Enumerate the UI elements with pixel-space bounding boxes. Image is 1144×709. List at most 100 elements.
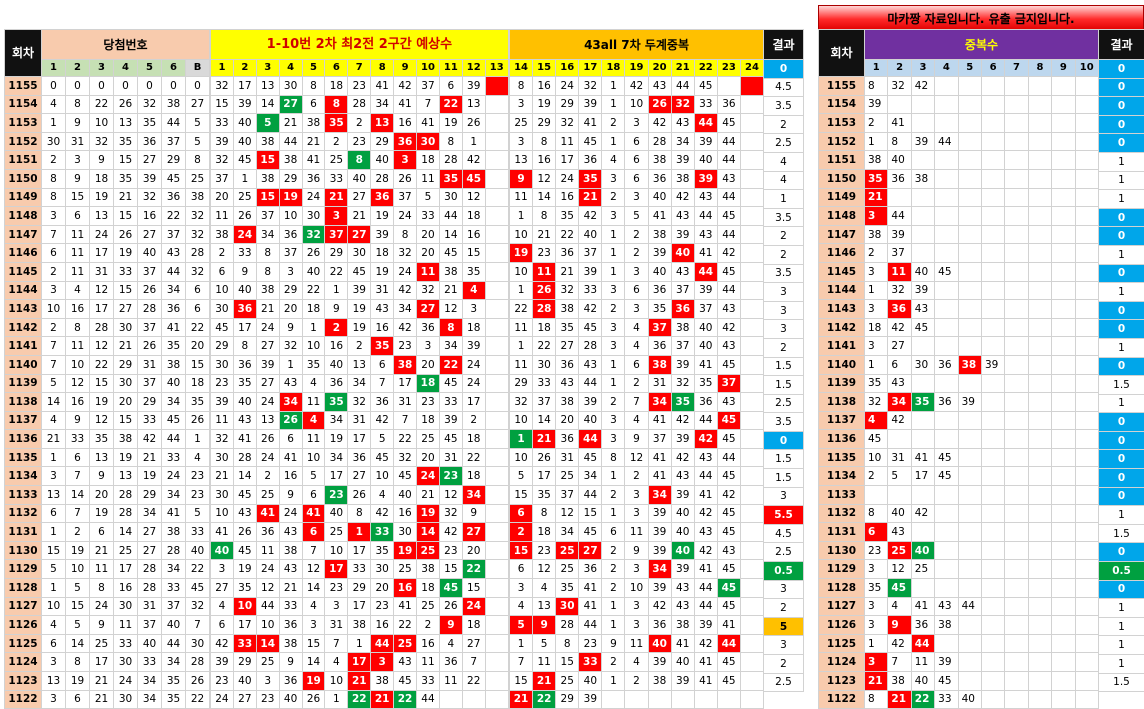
duplicate-number: 39 <box>694 281 717 300</box>
prediction-number: 24 <box>256 448 279 467</box>
overlap-number <box>1005 430 1028 449</box>
duplicate-number <box>740 541 763 560</box>
column-number-header: 4 <box>279 60 302 77</box>
overlap-number: 38 <box>911 169 934 188</box>
prediction-number: 33 <box>417 672 440 691</box>
prediction-number: 1 <box>233 169 256 188</box>
prediction-number <box>485 244 508 263</box>
column-number-header: 3 <box>90 60 114 77</box>
duplicate-number <box>740 244 763 263</box>
winning-number: 33 <box>138 411 162 430</box>
overlap-number <box>958 114 981 133</box>
winning-number: 26 <box>114 225 138 244</box>
round-number: 1153 <box>819 114 865 133</box>
overlap-number: 39 <box>958 393 981 412</box>
winning-number: 34 <box>162 560 186 579</box>
prediction-number: 45 <box>462 169 485 188</box>
duplicate-number <box>740 616 763 635</box>
overlap-number <box>1005 244 1028 263</box>
winning-number: 13 <box>114 467 138 486</box>
prediction-number: 35 <box>325 114 348 133</box>
prediction-number: 11 <box>302 430 325 449</box>
duplicate-number: 43 <box>717 337 740 356</box>
result-value: 3 <box>764 283 804 302</box>
duplicate-number: 40 <box>694 318 717 337</box>
duplicate-number: 39 <box>648 541 671 560</box>
prediction-number: 32 <box>439 504 462 523</box>
overlap-number: 45 <box>935 448 958 467</box>
prediction-number: 40 <box>233 672 256 691</box>
winning-number: 22 <box>90 355 114 374</box>
overlap-number <box>958 467 981 486</box>
overlap-number: 40 <box>911 541 934 560</box>
duplicate-number: 45 <box>717 411 740 430</box>
result2-value: 1 <box>1099 636 1144 655</box>
result2-value: 0 <box>1099 357 1144 376</box>
duplicate-number <box>740 355 763 374</box>
prediction-number: 42 <box>394 281 417 300</box>
prediction-number: 18 <box>462 616 485 635</box>
duplicate-number <box>740 486 763 505</box>
overlap-number <box>1075 467 1098 486</box>
overlap-number: 30 <box>911 355 934 374</box>
duplicate-number: 33 <box>533 374 556 393</box>
round-number: 1129 <box>819 560 865 579</box>
duplicate-number: 8 <box>510 77 533 96</box>
winning-number: 21 <box>90 672 114 691</box>
bonus-number: 32 <box>186 207 210 226</box>
overlap-number: 21 <box>865 188 888 207</box>
duplicate-number: 3 <box>625 597 648 616</box>
winning-number: 11 <box>66 244 90 263</box>
result2-value: 0 <box>1099 580 1144 599</box>
result-value: 4.5 <box>764 524 804 543</box>
winning-number: 11 <box>66 225 90 244</box>
prediction-number: 16 <box>279 467 302 486</box>
prediction-number: 45 <box>394 672 417 691</box>
winning-header: 당첨번호 <box>42 30 210 60</box>
overlap-number <box>888 95 911 114</box>
prediction-number: 26 <box>462 114 485 133</box>
prediction-number: 18 <box>462 207 485 226</box>
prediction-number: 38 <box>302 114 325 133</box>
duplicate-number: 44 <box>717 151 740 170</box>
duplicate-number: 3 <box>602 207 625 226</box>
prediction-number: 19 <box>371 207 394 226</box>
overlap-number: 8 <box>865 504 888 523</box>
overlap-number <box>1028 541 1051 560</box>
prediction-number: 17 <box>348 653 371 672</box>
duplicate-number: 3 <box>625 486 648 505</box>
prediction-number: 39 <box>462 77 485 96</box>
column-number-header: 4 <box>114 60 138 77</box>
result2-value: 0 <box>1099 431 1144 450</box>
overlap-number <box>958 318 981 337</box>
bonus-number: 23 <box>186 467 210 486</box>
duplicate-number: 40 <box>579 672 602 691</box>
duplicate-number: 39 <box>671 430 694 449</box>
bonus-number: 40 <box>186 541 210 560</box>
duplicate-number: 9 <box>533 616 556 635</box>
winning-number: 5 <box>66 579 90 598</box>
prediction-number: 39 <box>348 281 371 300</box>
prediction-number: 14 <box>256 634 279 653</box>
prediction-number: 28 <box>439 151 462 170</box>
duplicate-number: 42 <box>671 411 694 430</box>
prediction-number: 40 <box>233 393 256 412</box>
prediction-number: 14 <box>302 579 325 598</box>
round-number: 1140 <box>5 355 42 374</box>
winning-number: 3 <box>42 690 66 709</box>
prediction-number: 28 <box>233 448 256 467</box>
prediction-number <box>485 467 508 486</box>
result-value: 1.5 <box>764 469 804 488</box>
winning-number: 40 <box>162 374 186 393</box>
round-number: 1147 <box>5 225 42 244</box>
duplicate-number: 11 <box>625 523 648 542</box>
prediction-number <box>485 523 508 542</box>
result2-value: 0 <box>1099 134 1144 153</box>
column-number-header: 5 <box>302 60 325 77</box>
overlap-number <box>1075 393 1098 412</box>
duplicate-number: 36 <box>579 560 602 579</box>
prediction-number: 23 <box>256 690 279 709</box>
prediction-number: 28 <box>348 95 371 114</box>
prediction-number: 44 <box>417 690 440 709</box>
winning-number: 0 <box>114 77 138 96</box>
